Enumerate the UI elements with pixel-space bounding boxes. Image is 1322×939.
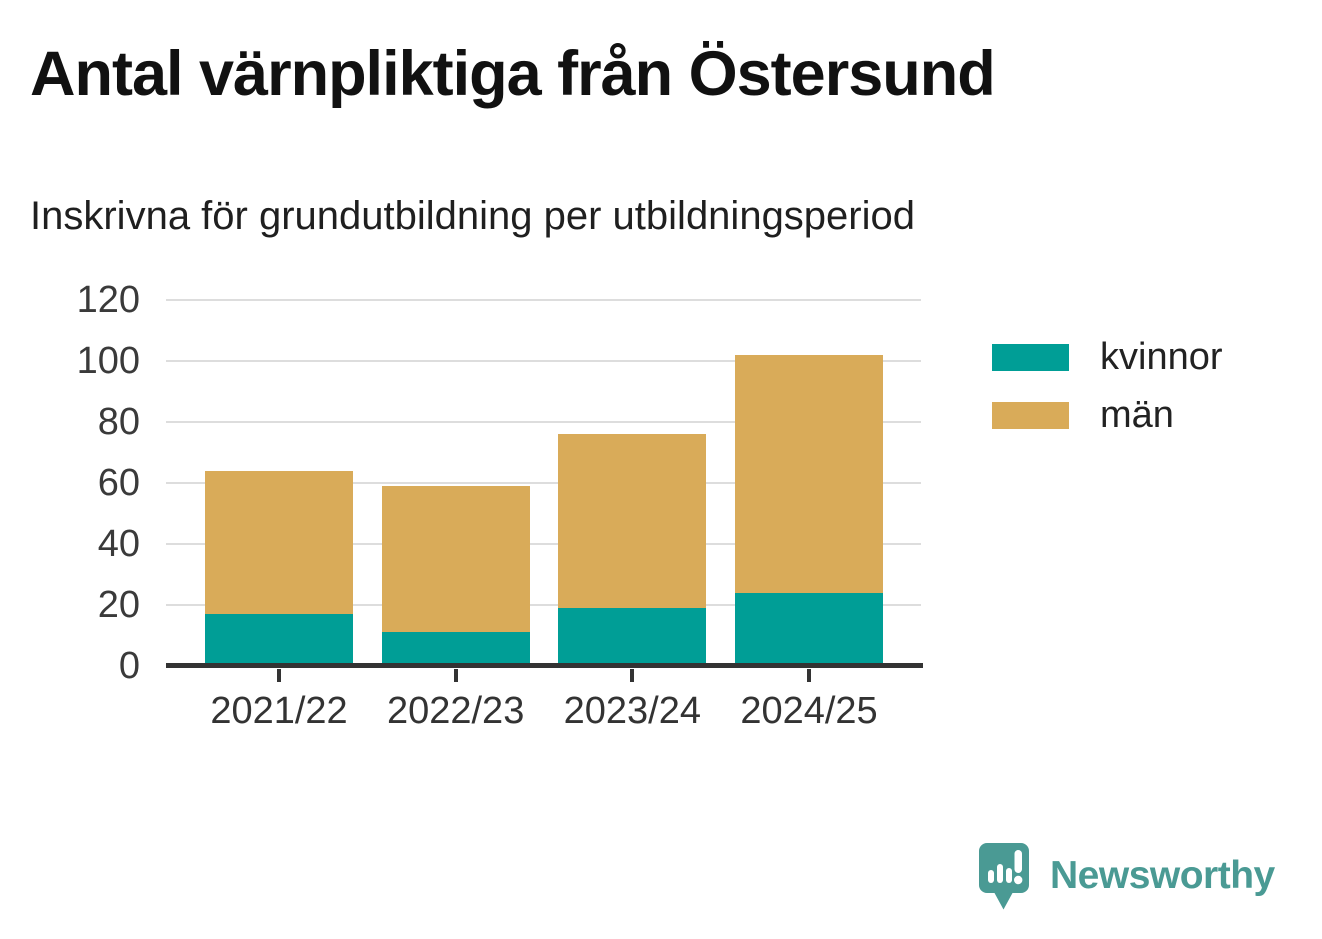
legend-item-män: män — [992, 393, 1223, 436]
newsworthy-speech-bubble-chart-icon — [979, 843, 1029, 910]
y-axis-tick-label: 0 — [118, 645, 140, 687]
y-axis-tick-label: 20 — [97, 584, 140, 626]
legend-label: män — [1100, 393, 1174, 436]
x-axis-tick — [453, 669, 458, 682]
newsworthy-wordmark: Newsworthy — [1050, 854, 1275, 897]
chart-title: Antal värnpliktiga från Östersund — [30, 39, 996, 109]
x-axis-tick — [630, 669, 635, 682]
x-axis-label: 2022/23 — [386, 690, 525, 732]
bar-segment-2021/22-män — [205, 470, 353, 615]
bar-segment-2024/25-kvinnor — [735, 592, 883, 666]
newsworthy-logo: Newsworthy — [978, 842, 1275, 912]
gridline-40 — [166, 543, 921, 545]
x-axis-label: 2024/25 — [740, 690, 878, 732]
y-axis-tick-label: 60 — [97, 462, 140, 504]
x-axis-label: 2021/22 — [210, 690, 348, 732]
bar-segment-2021/22-kvinnor — [205, 614, 353, 666]
bar-segment-2023/24-kvinnor — [558, 608, 707, 666]
y-axis-tick-label: 80 — [97, 401, 140, 443]
gridline-80 — [166, 421, 921, 423]
gridline-60 — [166, 482, 921, 484]
y-axis-tick-label: 40 — [97, 523, 140, 565]
y-axis-tick-label: 120 — [76, 279, 140, 321]
gridline-100 — [166, 360, 921, 362]
legend-item-kvinnor: kvinnor — [992, 335, 1223, 378]
legend-label: kvinnor — [1100, 335, 1223, 378]
chart-subtitle: Inskrivna för grundutbildning per utbild… — [30, 194, 915, 238]
x-axis-tick — [277, 669, 281, 682]
x-axis-line — [166, 663, 923, 668]
bar-segment-2022/23-kvinnor — [381, 632, 530, 666]
bar-segment-2023/24-män — [558, 434, 707, 609]
legend: kvinnor män — [992, 335, 1223, 454]
plot-area: 2021/22 2022/23 2023/24 2024/25 — [166, 299, 923, 732]
gridline-120 — [166, 299, 921, 301]
legend-swatch-män — [992, 401, 1069, 429]
x-axis-label: 2023/24 — [563, 690, 702, 732]
x-axis-tick — [807, 669, 811, 682]
gridline-20 — [166, 604, 921, 606]
y-axis-tick-label: 100 — [76, 340, 140, 382]
legend-swatch-kvinnor — [992, 343, 1069, 371]
y-axis-tick-labels: 0 20 40 60 80 100 120 — [0, 281, 140, 685]
bar-segment-2024/25-män — [735, 354, 883, 593]
bar-segment-2022/23-män — [381, 486, 530, 633]
